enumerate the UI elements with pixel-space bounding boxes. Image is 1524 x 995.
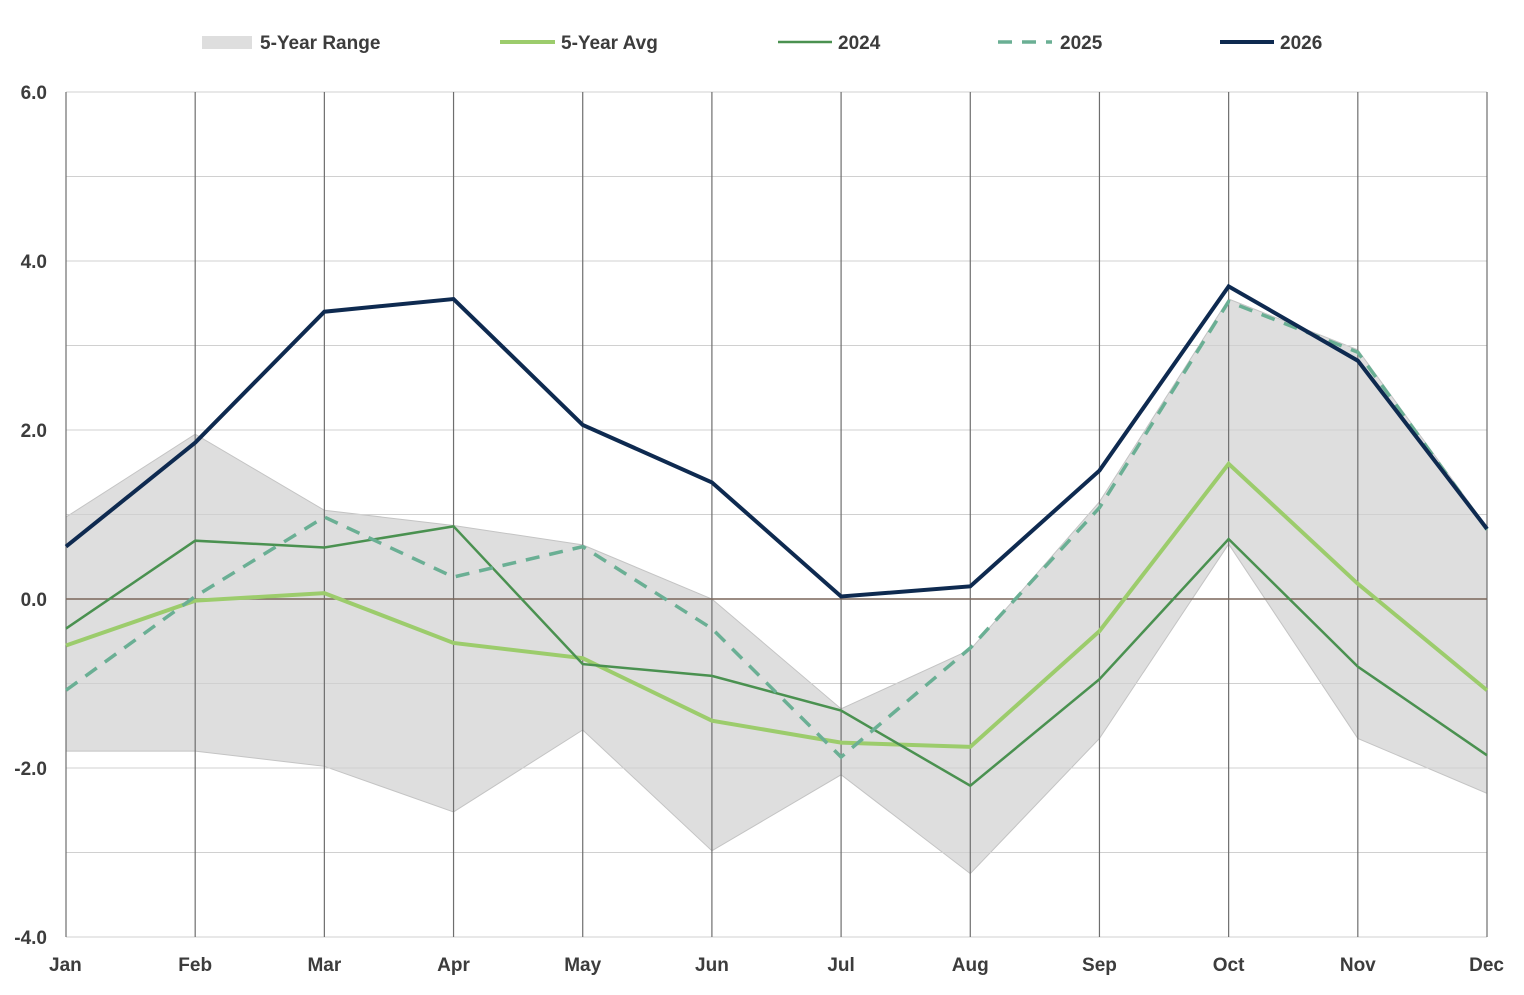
y-tick-label: -4.0	[14, 928, 47, 949]
x-tick-label: Jun	[695, 955, 729, 976]
series-line-5-year-avg	[65, 460, 1489, 749]
x-tick-label: Feb	[178, 955, 212, 976]
series-line-2025	[64, 299, 1489, 760]
legend-label-range: 5-Year Range	[260, 33, 380, 54]
tick-layer: -4.0 -2.0 0.0 2.0 4.0 6.0 Jan Feb Mar Apr May Jun Ju…	[14, 83, 1504, 976]
y-tick-label: -2.0	[14, 759, 47, 780]
range-band	[65, 298, 1488, 875]
y-tick-label: 6.0	[21, 83, 47, 104]
y-tick-label: 4.0	[21, 252, 47, 273]
x-tick-label: Mar	[307, 955, 341, 976]
y-tick-label: 2.0	[21, 421, 47, 442]
x-tick-label: Sep	[1082, 955, 1117, 976]
x-tick-label: Aug	[952, 955, 989, 976]
grid-layer	[65, 91, 1488, 938]
x-tick-label: Oct	[1213, 955, 1245, 976]
legend-label-5-year-avg: 5-Year Avg	[561, 33, 658, 54]
y-tick-label: 0.0	[21, 590, 47, 611]
x-tick-label: Jul	[827, 955, 854, 976]
x-tick-label: Jan	[49, 955, 82, 976]
legend-label-2026: 2026	[1280, 33, 1322, 54]
legend-label-2025: 2025	[1060, 33, 1103, 54]
series-line-2024	[65, 524, 1488, 788]
x-tick-label: Dec	[1469, 955, 1504, 976]
series-layer	[64, 283, 1489, 788]
series-line-2026	[64, 283, 1489, 599]
legend-label-2024: 2024	[838, 33, 881, 54]
x-tick-label: May	[564, 955, 601, 976]
legend: 5-Year Range 5-Year Avg 2024 2025 2026	[202, 33, 1322, 54]
range-layer	[65, 298, 1488, 875]
x-tick-label: Nov	[1340, 955, 1376, 976]
legend-swatch-range	[202, 36, 252, 49]
x-tick-label: Apr	[437, 955, 470, 976]
